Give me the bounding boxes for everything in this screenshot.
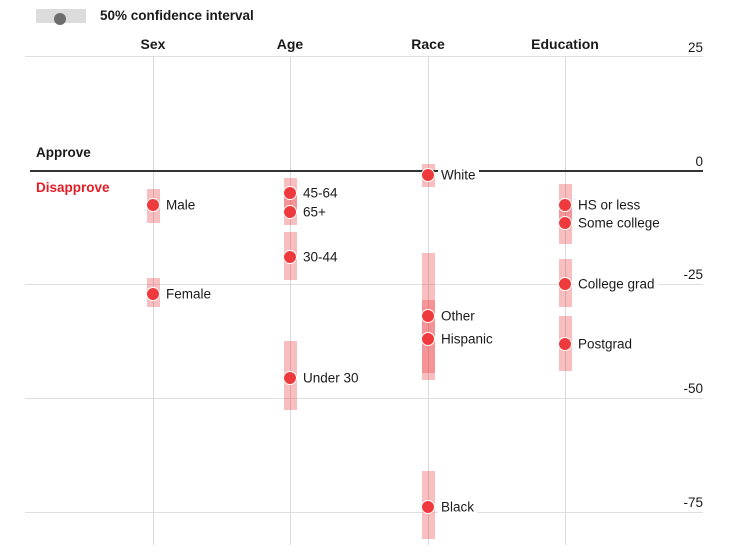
data-point-label: Some college (575, 215, 663, 231)
data-point-dot (558, 197, 572, 212)
data-point-label: Postgrad (575, 336, 636, 352)
data-point-label: Other (438, 308, 478, 324)
data-point-dot (558, 216, 572, 231)
data-point-dot (421, 332, 435, 347)
data-point-label: Black (438, 499, 478, 515)
data-point-dot (283, 370, 297, 385)
column-header-sex: Sex (140, 36, 166, 52)
zero-baseline (30, 170, 703, 172)
gridline-y--50 (25, 397, 703, 399)
data-point-dot (421, 500, 435, 515)
gridline-y--25 (25, 283, 703, 285)
column-gridline-education (564, 57, 566, 545)
approve-axis-label: Approve (36, 145, 91, 160)
gridline-y--75 (25, 511, 703, 513)
data-point-label: HS or less (575, 197, 644, 213)
data-point-label: White (438, 167, 479, 183)
data-point-dot (146, 286, 160, 301)
data-point-label: Female (163, 286, 215, 302)
y-tick-label: -25 (683, 267, 703, 283)
data-point-dot (283, 250, 297, 265)
column-header-race: Race (411, 36, 445, 52)
data-point-dot (283, 204, 297, 219)
data-point-label: Under 30 (300, 370, 362, 386)
y-tick-label: 25 (687, 39, 703, 55)
y-tick-label: -75 (683, 495, 703, 511)
data-point-label: Male (163, 197, 199, 213)
data-point-dot (558, 336, 572, 351)
data-point-label: 30-44 (300, 249, 341, 265)
legend-dot-icon (54, 13, 66, 25)
data-point-label: College grad (575, 276, 658, 292)
data-point-dot (421, 309, 435, 324)
y-tick-label: -50 (683, 381, 703, 397)
gridline-y-25 (25, 56, 703, 58)
disapprove-axis-label: Disapprove (36, 180, 110, 195)
data-point-dot (421, 168, 435, 183)
data-point-dot (558, 277, 572, 292)
data-point-label: Hispanic (438, 331, 496, 347)
column-gridline-age (289, 57, 291, 545)
legend-ci-band-swatch (36, 9, 86, 25)
data-point-label: 45-64 (300, 185, 341, 201)
data-point-label: 65+ (300, 204, 329, 220)
column-header-education: Education (531, 36, 599, 52)
data-point-dot (283, 186, 297, 201)
column-gridline-race (427, 57, 429, 545)
column-header-age: Age (276, 36, 304, 52)
data-point-dot (146, 197, 160, 212)
legend-label: 50% confidence interval (100, 8, 254, 23)
column-gridline-sex (152, 57, 154, 545)
y-tick-label: 0 (695, 153, 703, 169)
